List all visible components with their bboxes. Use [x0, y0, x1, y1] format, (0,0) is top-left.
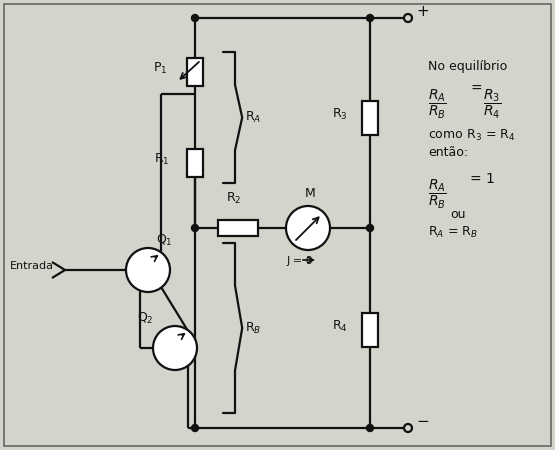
- Text: R$_4$: R$_4$: [332, 319, 348, 333]
- Circle shape: [286, 206, 330, 250]
- Circle shape: [366, 424, 374, 432]
- Bar: [218, 220, 258, 236]
- Text: R$_2$: R$_2$: [226, 191, 242, 206]
- Text: como R$_3$ = R$_4$: como R$_3$ = R$_4$: [428, 128, 515, 143]
- Circle shape: [191, 225, 199, 231]
- Text: $\dfrac{R_A}{R_B}$: $\dfrac{R_A}{R_B}$: [428, 88, 447, 121]
- Circle shape: [404, 424, 412, 432]
- Text: R$_A$: R$_A$: [245, 110, 261, 125]
- Circle shape: [126, 248, 170, 292]
- Bar: [362, 313, 378, 347]
- Text: Q$_2$: Q$_2$: [137, 311, 154, 326]
- Text: R$_A$ = R$_B$: R$_A$ = R$_B$: [428, 225, 478, 240]
- Text: ou: ou: [450, 208, 466, 221]
- Text: =: =: [470, 82, 482, 96]
- Bar: [187, 149, 203, 177]
- Text: P$_1$: P$_1$: [153, 60, 167, 76]
- Text: M: M: [305, 187, 315, 200]
- Circle shape: [366, 14, 374, 22]
- Text: R$_1$: R$_1$: [154, 152, 170, 166]
- Text: −: −: [416, 414, 429, 429]
- Circle shape: [191, 424, 199, 432]
- Circle shape: [404, 14, 412, 22]
- Circle shape: [191, 14, 199, 22]
- Bar: [362, 101, 378, 135]
- Text: então:: então:: [428, 146, 468, 159]
- Text: R$_3$: R$_3$: [332, 107, 348, 122]
- Text: No equilíbrio: No equilíbrio: [428, 60, 507, 73]
- Text: +: +: [416, 4, 429, 19]
- Circle shape: [366, 225, 374, 231]
- Text: = 1: = 1: [470, 172, 495, 186]
- Text: R$_B$: R$_B$: [245, 320, 261, 336]
- Text: $\dfrac{R_A}{R_B}$: $\dfrac{R_A}{R_B}$: [428, 178, 447, 211]
- Bar: [187, 58, 203, 86]
- Text: Entrada: Entrada: [10, 261, 54, 271]
- Text: J = 0: J = 0: [287, 256, 314, 266]
- Text: $\dfrac{R_3}{R_4}$: $\dfrac{R_3}{R_4}$: [483, 88, 501, 121]
- Text: Q$_1$: Q$_1$: [156, 233, 173, 248]
- Circle shape: [153, 326, 197, 370]
